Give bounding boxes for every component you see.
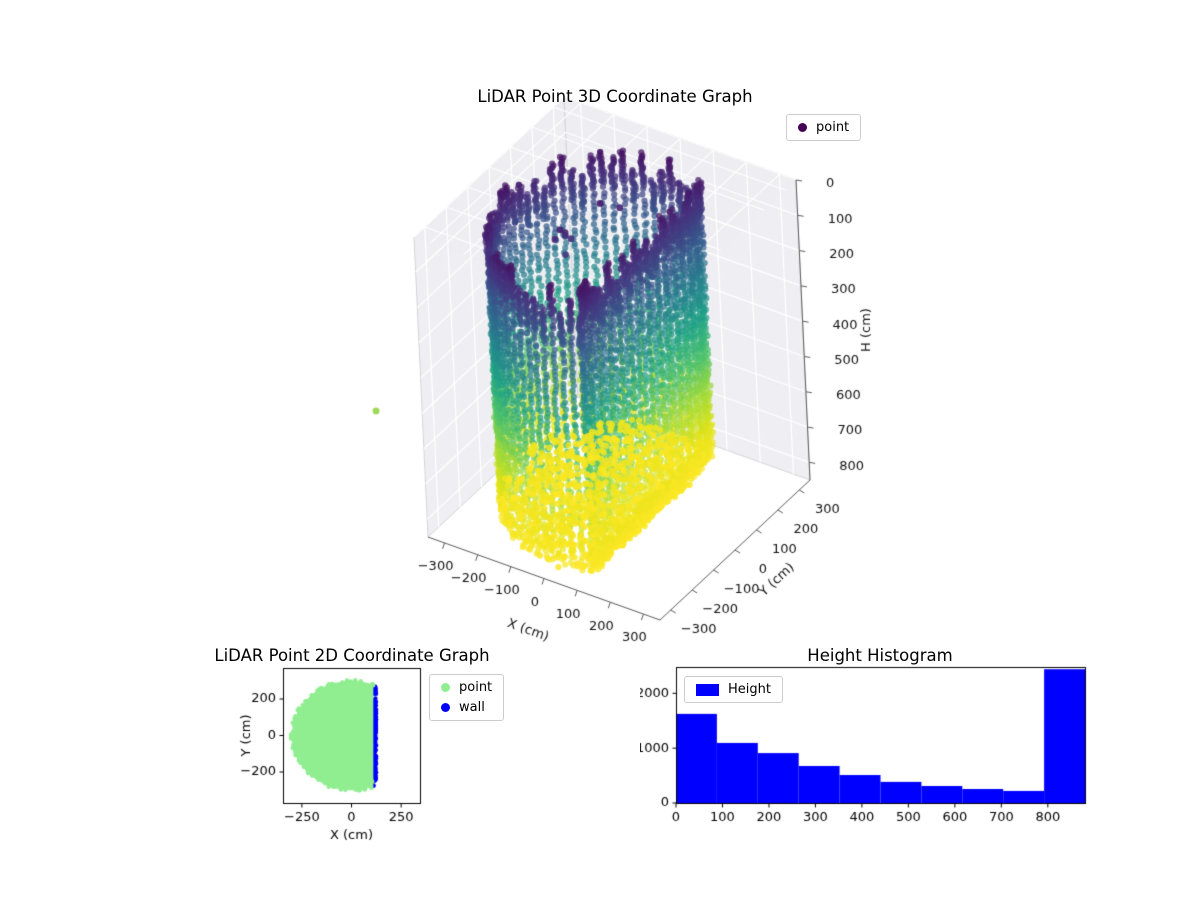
legend-label-point-2d: point bbox=[459, 680, 493, 695]
legend-entry-point-3d: point bbox=[798, 121, 849, 134]
legend-entry-wall-2d: wall bbox=[441, 701, 492, 714]
plot3d-legend: point bbox=[786, 114, 862, 141]
lidar-3d-plot-canvas bbox=[350, 90, 890, 670]
legend-label-point-3d: point bbox=[816, 120, 850, 135]
histogram-title: Height Histogram bbox=[807, 646, 953, 665]
height-bar-swatch-icon bbox=[696, 683, 719, 696]
wall-marker-icon bbox=[441, 703, 450, 712]
plot2d-legend: point wall bbox=[429, 674, 505, 721]
legend-entry-point-2d: point bbox=[441, 681, 492, 694]
point-marker-icon bbox=[798, 123, 807, 132]
point-marker-icon bbox=[441, 683, 450, 692]
legend-label-wall-2d: wall bbox=[459, 700, 485, 715]
legend-label-height: Height bbox=[728, 682, 771, 697]
legend-entry-height: Height bbox=[696, 683, 771, 696]
plot3d-title: LiDAR Point 3D Coordinate Graph bbox=[477, 87, 753, 106]
plot2d-title: LiDAR Point 2D Coordinate Graph bbox=[214, 646, 490, 665]
histogram-legend: Height bbox=[684, 676, 783, 703]
